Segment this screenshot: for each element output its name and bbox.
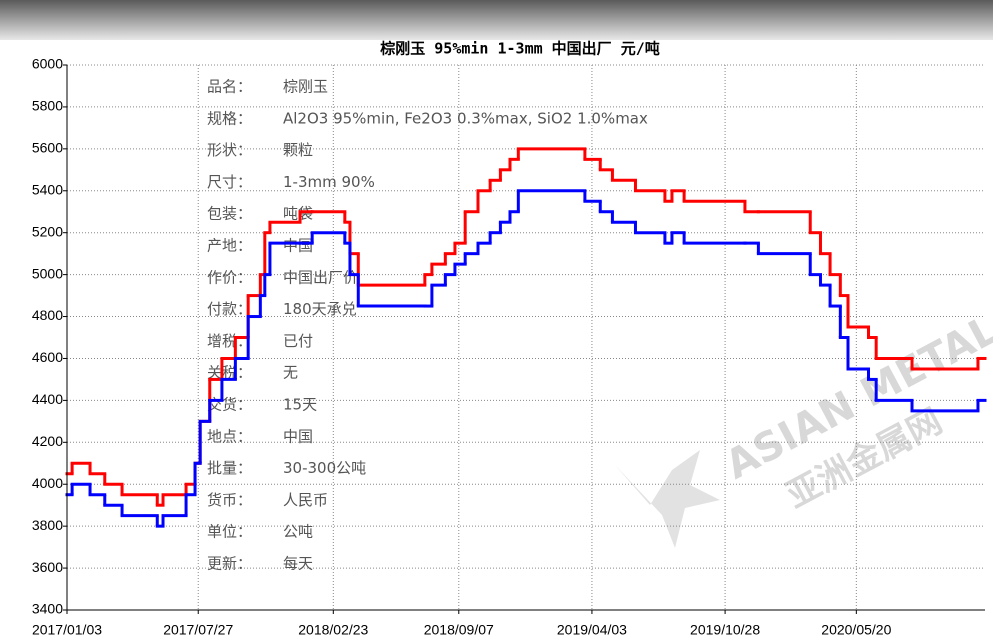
info-value: 无 [283,364,298,382]
x-tick-label: 2017/01/03 [32,622,102,638]
info-value: 人民币 [283,491,328,509]
plot [65,147,987,528]
header-band [0,0,993,40]
y-tick-label: 4200 [32,433,63,449]
info-label: 货币： [207,491,252,509]
x-tick-label: 2018/09/07 [424,622,494,638]
info-value: 已付 [283,332,313,350]
info-label: 付款： [207,300,252,318]
info-label: 单位： [207,523,252,541]
y-tick-label: 4000 [32,475,63,491]
x-tick-label: 2017/07/27 [163,622,233,638]
info-value: 吨袋 [283,205,313,223]
info-label: 包装： [207,205,252,223]
y-tick-label: 3800 [32,517,63,533]
x-tick-label: 2020/05/20 [821,622,891,638]
y-tick-label: 4400 [32,391,63,407]
y-tick-label: 5200 [32,223,63,239]
logo [615,450,720,548]
info-value: 180天承兑 [283,300,357,318]
grid: 3400 3600 3800 4000 4200 4400 4600 4800 5000 5200… [32,56,985,638]
info-value: 中国 [283,427,313,445]
info-label: 品名： [207,78,252,96]
y-tick-label: 6000 [32,56,63,72]
info-value: 中国出厂价 [283,268,358,286]
info-label: 形状： [207,141,252,159]
info-value: 棕刚玉 [283,78,328,96]
info-label: 地点： [207,427,252,445]
info-value: 30-300公吨 [283,459,366,477]
chart-title: 棕刚玉 95%min 1-3mm 中国出厂 元/吨 [380,40,660,58]
info-label: 规格： [207,109,252,127]
info-label: 交货： [207,396,252,414]
info-value: 每天 [283,555,313,573]
y-tick-label: 3600 [32,559,63,575]
y-tick-label: 5400 [32,181,63,197]
info-label: 作价： [207,268,252,286]
info-label: 尺寸： [207,173,252,191]
y-tick-label: 5000 [32,265,63,281]
info-value: Al2O3 95%min, Fe2O3 0.3%max, SiO2 1.0%ma… [283,109,648,127]
info-label: 关税： [207,364,252,382]
info-label: 产地： [207,237,252,255]
info-label: 更新： [207,555,252,573]
y-tick-label: 4600 [32,349,63,365]
info-label: 增税： [207,332,252,350]
y-tick-label: 5800 [32,98,63,114]
y-tick-label: 5600 [32,140,63,156]
info-label: 批量： [207,459,252,477]
x-tick-label: 2018/02/23 [298,622,368,638]
info-value: 15天 [283,396,317,414]
info-value: 中国 [283,237,313,255]
info-value: 颗粒 [283,141,313,159]
series [65,189,987,528]
x-tick-label: 2019/04/03 [557,622,627,638]
x-tick-label: 2019/10/28 [690,622,760,638]
info-value: 公吨 [283,523,313,541]
info-value: 1-3mm 90% [283,173,375,191]
y-tick-label: 3400 [32,601,63,617]
y-tick-label: 4800 [32,307,63,323]
